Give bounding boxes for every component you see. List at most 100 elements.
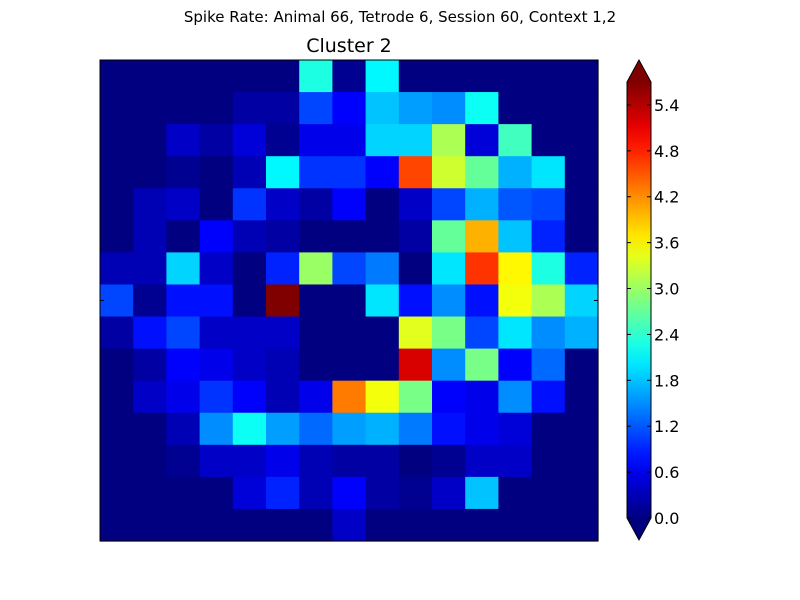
heatmap-cell [166,412,201,446]
heatmap-cell [365,156,400,189]
heatmap-cell [531,348,566,382]
heatmap-cell [299,60,333,93]
heatmap-cell [465,188,499,221]
heatmap-cell [166,156,201,189]
heatmap-cell [498,476,533,510]
heatmap-cells [100,60,599,542]
heatmap-cell [531,412,566,446]
heatmap-cell [432,284,466,318]
heatmap-cell [166,92,201,125]
heatmap-cell [465,156,499,189]
heatmap-cell [365,316,400,350]
heatmap-cell [398,188,433,221]
heatmap-cell [100,188,134,221]
heatmap-cell [133,60,167,93]
heatmap-cell [166,348,201,382]
heatmap-cell [232,220,267,253]
heatmap-cell [465,380,499,414]
heatmap-cell [531,508,566,542]
heatmap-cell [266,348,300,382]
heatmap-cell [498,316,533,350]
heatmap-cell [531,316,566,350]
heatmap-cell [232,412,267,446]
heatmap-cell [266,476,300,510]
heatmap-cell [166,220,201,253]
heatmap-cell [365,444,400,478]
heatmap-cell [498,60,533,93]
heatmap-cell [564,60,599,93]
heatmap-cell [299,444,333,478]
heatmap-cell [332,316,367,350]
heatmap-cell [432,348,466,382]
heatmap-cell [531,156,566,189]
heatmap-cell [232,316,267,350]
heatmap-cell [564,444,599,478]
heatmap-cell [498,348,533,382]
heatmap-cell [100,252,134,286]
heatmap-cell [232,508,267,542]
colorbar-gradient [627,82,651,518]
heatmap-cell [465,284,499,318]
colorbar-under-extension [627,518,651,540]
colorbar: 0.0 0.6 1.2 1.8 2.4 3.0 3.6 4.2 4.8 5.4 [626,58,679,542]
heatmap-cell [100,380,134,414]
heatmap-cell [498,124,533,157]
heatmap-cell [465,508,499,542]
heatmap-cell [199,412,234,446]
heatmap-cell [465,124,499,157]
heatmap-cell [332,92,367,125]
heatmap-cell [332,348,367,382]
heatmap-cell [266,92,300,125]
heatmap-cell [266,220,300,253]
heatmap-cell [100,220,134,253]
heatmap-cell [564,284,599,318]
heatmap-cell [531,444,566,478]
heatmap-cell [266,188,300,221]
heatmap-cell [133,444,167,478]
heatmap-cell [232,92,267,125]
heatmap-cell [398,220,433,253]
heatmap-cell [365,92,400,125]
heatmap-cell [332,412,367,446]
heatmap-cell [299,124,333,157]
heatmap-cell [232,380,267,414]
heatmap-cell [365,284,400,318]
heatmap-cell [299,92,333,125]
heatmap-cell [166,380,201,414]
heatmap-cell [299,476,333,510]
heatmap-cell [266,156,300,189]
heatmap-cell [564,412,599,446]
heatmap-cell [398,380,433,414]
heatmap-cell [299,252,333,286]
heatmap-cell [365,508,400,542]
heatmap-cell [133,412,167,446]
heatmap-cell [365,252,400,286]
heatmap-cell [133,284,167,318]
colorbar-tick-label: 4.8 [654,142,679,161]
heatmap-cell [432,508,466,542]
colorbar-tick-label: 4.2 [654,188,679,207]
heatmap-cell [266,444,300,478]
heatmap-cell [332,188,367,221]
heatmap-cell [332,444,367,478]
heatmap-cell [432,412,466,446]
heatmap-cell [531,220,566,253]
colorbar-tick-label: 5.4 [654,96,679,115]
heatmap-cell [564,316,599,350]
colorbar-tick-label: 3.6 [654,234,679,253]
colorbar-tick-label: 2.4 [654,325,679,344]
heatmap-cell [199,380,234,414]
heatmap-cell [465,316,499,350]
heatmap-cell [465,476,499,510]
heatmap-cell [465,92,499,125]
heatmap-cell [531,124,566,157]
heatmap-cell [564,348,599,382]
heatmap-cell [365,188,400,221]
heatmap-cell [299,348,333,382]
heatmap-cell [299,380,333,414]
heatmap-cell [498,188,533,221]
heatmap-cell [266,508,300,542]
heatmap-cell [100,508,134,542]
heatmap-cell [100,316,134,350]
heatmap-cell [232,188,267,221]
